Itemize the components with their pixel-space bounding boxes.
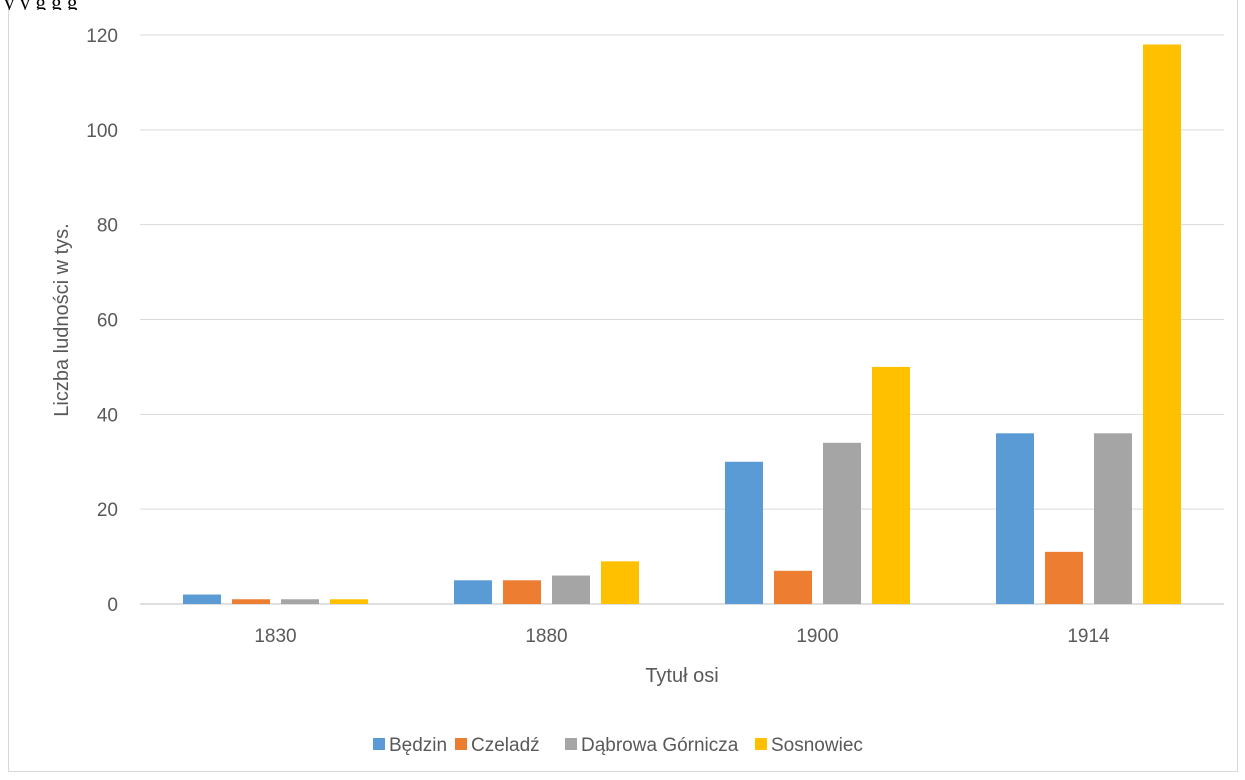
bar-Będzin-1914 bbox=[996, 433, 1034, 604]
bar-Dąbrowa Górnicza-1880 bbox=[552, 575, 590, 604]
bar-Czeladź-1900 bbox=[774, 570, 812, 604]
legend-swatch-Sosnowiec bbox=[755, 738, 767, 750]
bar-Sosnowiec-1880 bbox=[601, 561, 639, 604]
legend-swatch-Czeladź bbox=[455, 738, 467, 750]
bar-Sosnowiec-1900 bbox=[872, 366, 910, 604]
bar-Dąbrowa Górnicza-1830 bbox=[281, 599, 319, 604]
x-tick-label-1830: 1830 bbox=[254, 626, 296, 647]
x-axis-label: Tytuł osi bbox=[645, 665, 718, 687]
y-tick-labels: 0 20 40 60 80 100 120 bbox=[86, 26, 118, 616]
bar-Czeladź-1830 bbox=[232, 599, 270, 604]
y-tick-label-100: 100 bbox=[86, 121, 118, 142]
legend-label-Będzin: Będzin bbox=[389, 735, 447, 756]
x-tick-labels: 1830 1880 1900 1914 bbox=[254, 626, 1110, 647]
x-tick-label-1914: 1914 bbox=[1067, 626, 1110, 647]
legend: Będzin Czeladź Dąbrowa Górnicza Sosnowiec bbox=[373, 735, 863, 756]
legend-label-Sosnowiec: Sosnowiec bbox=[771, 735, 863, 756]
cropped-caption-text: y y g g g bbox=[0, 0, 1245, 10]
legend-swatch-Będzin bbox=[373, 738, 385, 750]
y-axis-label: Liczba ludności w tys. bbox=[51, 223, 73, 416]
y-tick-label-20: 20 bbox=[97, 500, 118, 521]
bar-Będzin-1880 bbox=[454, 580, 492, 604]
y-tick-label-80: 80 bbox=[97, 216, 118, 237]
bar-Będzin-1830 bbox=[183, 594, 221, 604]
bar-Będzin-1900 bbox=[725, 461, 763, 604]
gridlines bbox=[140, 34, 1224, 605]
legend-label-Dąbrowa Górnicza: Dąbrowa Górnicza bbox=[581, 735, 739, 756]
x-tick-label-1900: 1900 bbox=[796, 626, 838, 647]
bar-Sosnowiec-1914 bbox=[1143, 44, 1181, 604]
x-tick-label-1880: 1880 bbox=[525, 626, 567, 647]
bar-Czeladź-1914 bbox=[1045, 551, 1083, 604]
legend-label-Czeladź: Czeladź bbox=[471, 735, 540, 756]
y-tick-label-40: 40 bbox=[97, 405, 118, 426]
bar-Sosnowiec-1830 bbox=[330, 599, 368, 604]
y-tick-label-60: 60 bbox=[97, 311, 118, 332]
y-tick-label-0: 0 bbox=[107, 595, 118, 616]
bar-Dąbrowa Górnicza-1900 bbox=[823, 442, 861, 604]
bars bbox=[183, 44, 1181, 604]
legend-swatch-Dąbrowa Górnicza bbox=[565, 738, 577, 750]
bar-Czeladź-1880 bbox=[503, 580, 541, 604]
bar-Dąbrowa Górnicza-1914 bbox=[1094, 433, 1132, 604]
chart-frame bbox=[8, 0, 1238, 772]
y-tick-label-120: 120 bbox=[86, 26, 118, 47]
